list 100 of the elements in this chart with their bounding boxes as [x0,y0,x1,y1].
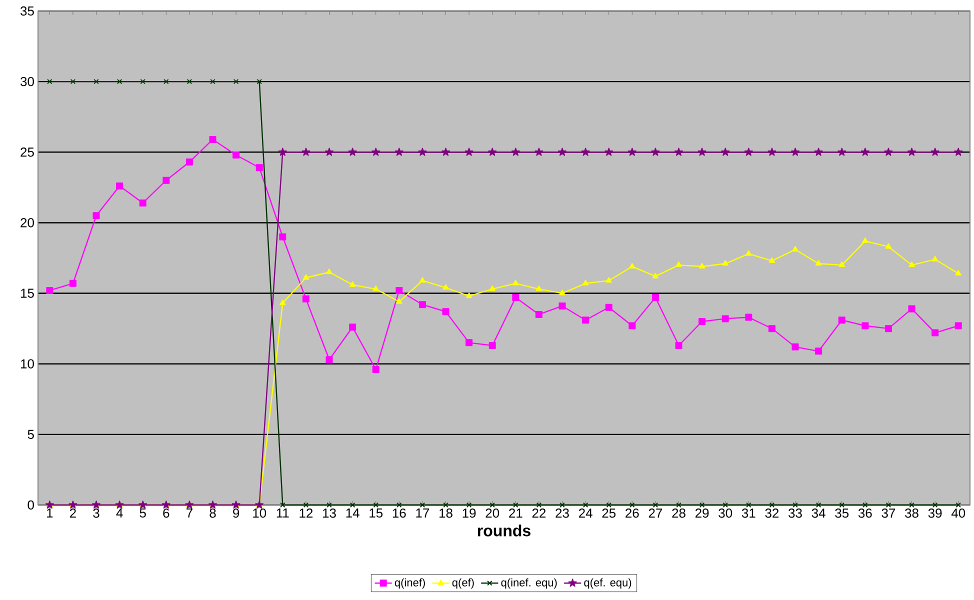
point [396,286,403,294]
point [954,148,963,156]
point [512,294,520,302]
point [209,136,216,143]
x-tick-label: 17 [416,508,430,518]
point [396,298,402,304]
point [512,280,519,286]
x-tick-label: 26 [626,508,639,518]
point [932,502,938,508]
point [860,148,870,156]
point [930,148,940,156]
point [302,274,310,280]
point [630,502,635,508]
legend-label: q(ef) [452,578,474,589]
x-tick-label: 39 [928,508,942,518]
point [418,148,427,156]
point [838,316,846,324]
y-tick-label: 0 [28,500,34,510]
point [256,164,263,172]
point [606,502,612,508]
x-tick-label: 38 [905,508,918,518]
point [745,314,752,321]
point [815,348,822,355]
point [675,342,682,350]
x-tick-label: 1 [47,508,53,518]
point [210,78,216,84]
x-tick-label: 40 [951,508,966,518]
point [908,262,915,268]
x-tick-label: 21 [509,508,522,518]
x-tick-label: 24 [578,508,592,518]
point [722,315,729,322]
point [326,502,332,508]
point [349,324,356,331]
point [419,277,426,283]
point [628,148,636,156]
point [886,502,892,508]
point [348,148,357,156]
point [954,322,962,330]
point [302,148,310,156]
x-tick-label: 34 [812,508,826,518]
point [792,246,798,252]
point [606,277,612,283]
x-tick-label: 19 [462,508,476,518]
x-tick-label: 18 [440,508,452,518]
point [280,502,286,508]
point [278,148,287,156]
point [698,318,706,326]
point [466,339,473,346]
point [442,284,449,290]
point [92,212,100,220]
point [768,148,776,156]
x-tick-label: 37 [882,508,896,518]
y-tick-label: 35 [20,6,34,16]
x-tick-label: 2 [70,508,76,518]
point [651,148,660,156]
point [164,78,169,84]
point [558,302,566,310]
point [815,260,822,266]
point [442,148,450,156]
y-tick-label: 20 [20,218,34,228]
point [628,322,636,330]
point [560,502,565,508]
x-tick-label: 4 [116,508,123,518]
point [116,78,122,84]
point [139,199,146,206]
point [536,502,542,508]
x-tick-label: 32 [765,508,779,518]
point [69,280,76,287]
point [744,148,753,156]
point [466,502,472,508]
point [746,250,752,256]
x-tick-label: 31 [742,508,756,518]
point [698,262,706,268]
x-tick-label: 16 [392,508,406,518]
point [256,78,262,84]
x-tick-label: 8 [210,508,216,518]
point [350,502,356,508]
x-tick-label: 15 [370,508,383,518]
point [186,78,192,84]
point [792,343,799,350]
point [791,148,800,156]
x-tick-label: 22 [532,508,546,518]
point [279,233,286,240]
point [489,286,496,292]
x-tick-label: 27 [648,508,662,518]
point [418,301,426,308]
point [862,238,868,244]
legend-label: q(inef. equ) [501,578,557,589]
point [816,502,822,508]
point [955,270,962,276]
point [885,243,892,249]
point [932,329,939,336]
x-tick-label: 11 [276,508,289,518]
point [582,316,590,324]
y-tick-label: 30 [20,76,34,86]
point [464,148,474,156]
point [490,502,495,508]
point [232,151,240,158]
point [186,158,193,166]
x-tick-label: 13 [323,508,336,518]
